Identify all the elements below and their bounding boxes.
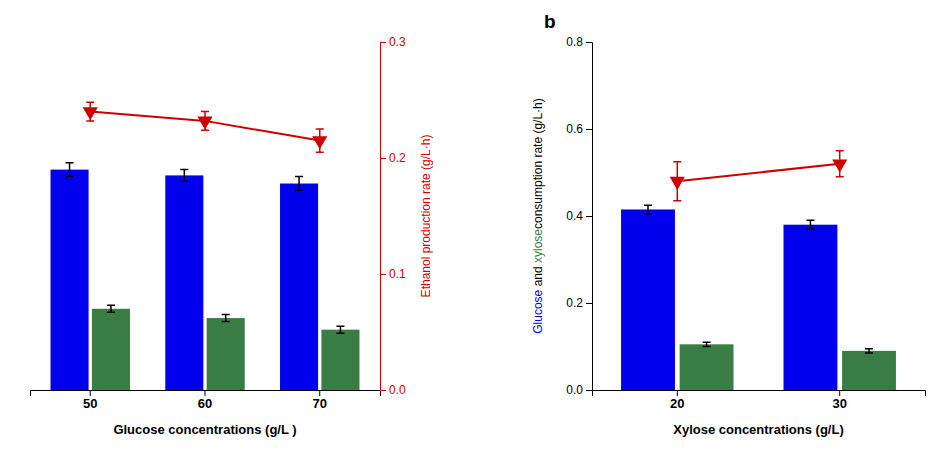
tick-label: 0.0: [389, 383, 406, 397]
y-axis-line: [586, 43, 593, 391]
panel: 2030Xylose concentrations (g/L)0.00.20.4…: [531, 11, 926, 437]
tick-label: 30: [832, 396, 846, 411]
y-axis-title: Glucose and xyloseconsumption rate (g/L·…: [531, 98, 545, 333]
error-bar: [703, 342, 711, 346]
bar: [842, 351, 896, 390]
y-axis: 0.0 0.2 0.4 0.6 0.8: [566, 35, 592, 397]
axis-title-part: xylose: [531, 229, 545, 263]
tick: 0.4: [566, 209, 592, 223]
y2-axis-title: Ethanol production rate (g/L·h): [419, 135, 433, 298]
x-axis-title: Glucose concentrations (g/L ): [113, 422, 296, 437]
chart: 506070Glucose concentrations (g/L )0.00.…: [0, 0, 950, 457]
tick-mark: [586, 42, 592, 43]
tick-label: 0.8: [566, 35, 583, 49]
x-axis-line: [593, 391, 926, 397]
tick: 30: [832, 390, 846, 411]
tick: 0.0: [566, 383, 592, 397]
x-axis-title: Xylose concentrations (g/L): [673, 422, 843, 437]
axis-title-part: consumption rate (g/L·h): [531, 98, 545, 229]
tick: 0.0: [380, 383, 406, 397]
marker: [197, 116, 212, 129]
marker: [83, 107, 98, 120]
y2-axis: 0.0 0.1 0.2 0.3: [380, 35, 406, 397]
bar-series: [92, 305, 360, 390]
plot-area: [621, 151, 896, 390]
tick: 0.3: [380, 35, 406, 49]
panel: 506070Glucose concentrations (g/L )0.00.…: [31, 35, 434, 437]
tick-label: 0.0: [566, 383, 583, 397]
error-bar: [336, 326, 344, 333]
tick-mark: [319, 390, 320, 396]
tick: 60: [198, 390, 212, 411]
tick-mark: [205, 390, 206, 396]
error-bar: [107, 305, 115, 312]
line-series: [83, 102, 328, 152]
panel-label: b: [544, 11, 556, 32]
tick-mark: [586, 129, 592, 130]
bar: [207, 318, 245, 390]
error-bar: [644, 205, 652, 214]
tick-label: 50: [83, 396, 97, 411]
bar-series: [621, 205, 837, 390]
tick-label: 0.3: [389, 35, 406, 49]
tick: 70: [313, 390, 327, 411]
error-bar: [865, 349, 873, 353]
tick-label: 20: [670, 396, 684, 411]
tick: 0.2: [380, 151, 406, 165]
bar-series: [680, 342, 896, 390]
line: [677, 164, 839, 181]
tick-mark: [380, 158, 386, 159]
tick-mark: [90, 390, 91, 396]
tick-mark: [839, 390, 840, 396]
error-bar: [180, 170, 188, 182]
bar: [165, 175, 203, 390]
tick: 0.8: [566, 35, 592, 49]
bar: [680, 344, 734, 390]
error-bar: [806, 220, 814, 229]
x-axis: 50 60 70: [31, 390, 381, 411]
x-axis: 2030: [593, 390, 926, 411]
bar: [783, 225, 837, 390]
error-bar: [295, 177, 303, 191]
tick-mark: [380, 42, 386, 43]
bar: [321, 330, 359, 390]
tick-label: 0.2: [389, 151, 406, 165]
tick-mark: [677, 390, 678, 396]
bar: [51, 170, 89, 390]
marker: [312, 136, 327, 149]
marker: [670, 177, 685, 190]
bar: [621, 209, 675, 390]
tick-mark: [586, 390, 592, 391]
bar: [92, 309, 130, 390]
error-bar: [66, 163, 74, 177]
axis-title-part: and: [531, 263, 545, 290]
tick: 50: [83, 390, 97, 411]
tick-label: 70: [313, 396, 327, 411]
tick-label: 0.2: [566, 296, 583, 310]
tick-mark: [380, 390, 386, 391]
axis-title-part: Glucose: [531, 289, 545, 333]
tick-mark: [380, 274, 386, 275]
marker: [832, 159, 847, 172]
tick-label: 0.1: [389, 267, 406, 281]
tick-mark: [586, 303, 592, 304]
tick-label: 60: [198, 396, 212, 411]
tick-mark: [586, 216, 592, 217]
tick: 20: [670, 390, 684, 411]
tick-label: 0.6: [566, 122, 583, 136]
plot-area: [51, 102, 360, 390]
error-bar: [222, 315, 230, 322]
tick: 0.2: [566, 296, 592, 310]
line-series: [670, 151, 848, 201]
x-axis-line: [31, 391, 381, 397]
tick: 0.6: [566, 122, 592, 136]
bar: [280, 184, 318, 390]
tick: 0.1: [380, 267, 406, 281]
line: [90, 112, 320, 141]
bar-series: [51, 163, 319, 390]
y2-axis-line: [381, 43, 387, 391]
tick-label: 0.4: [566, 209, 583, 223]
